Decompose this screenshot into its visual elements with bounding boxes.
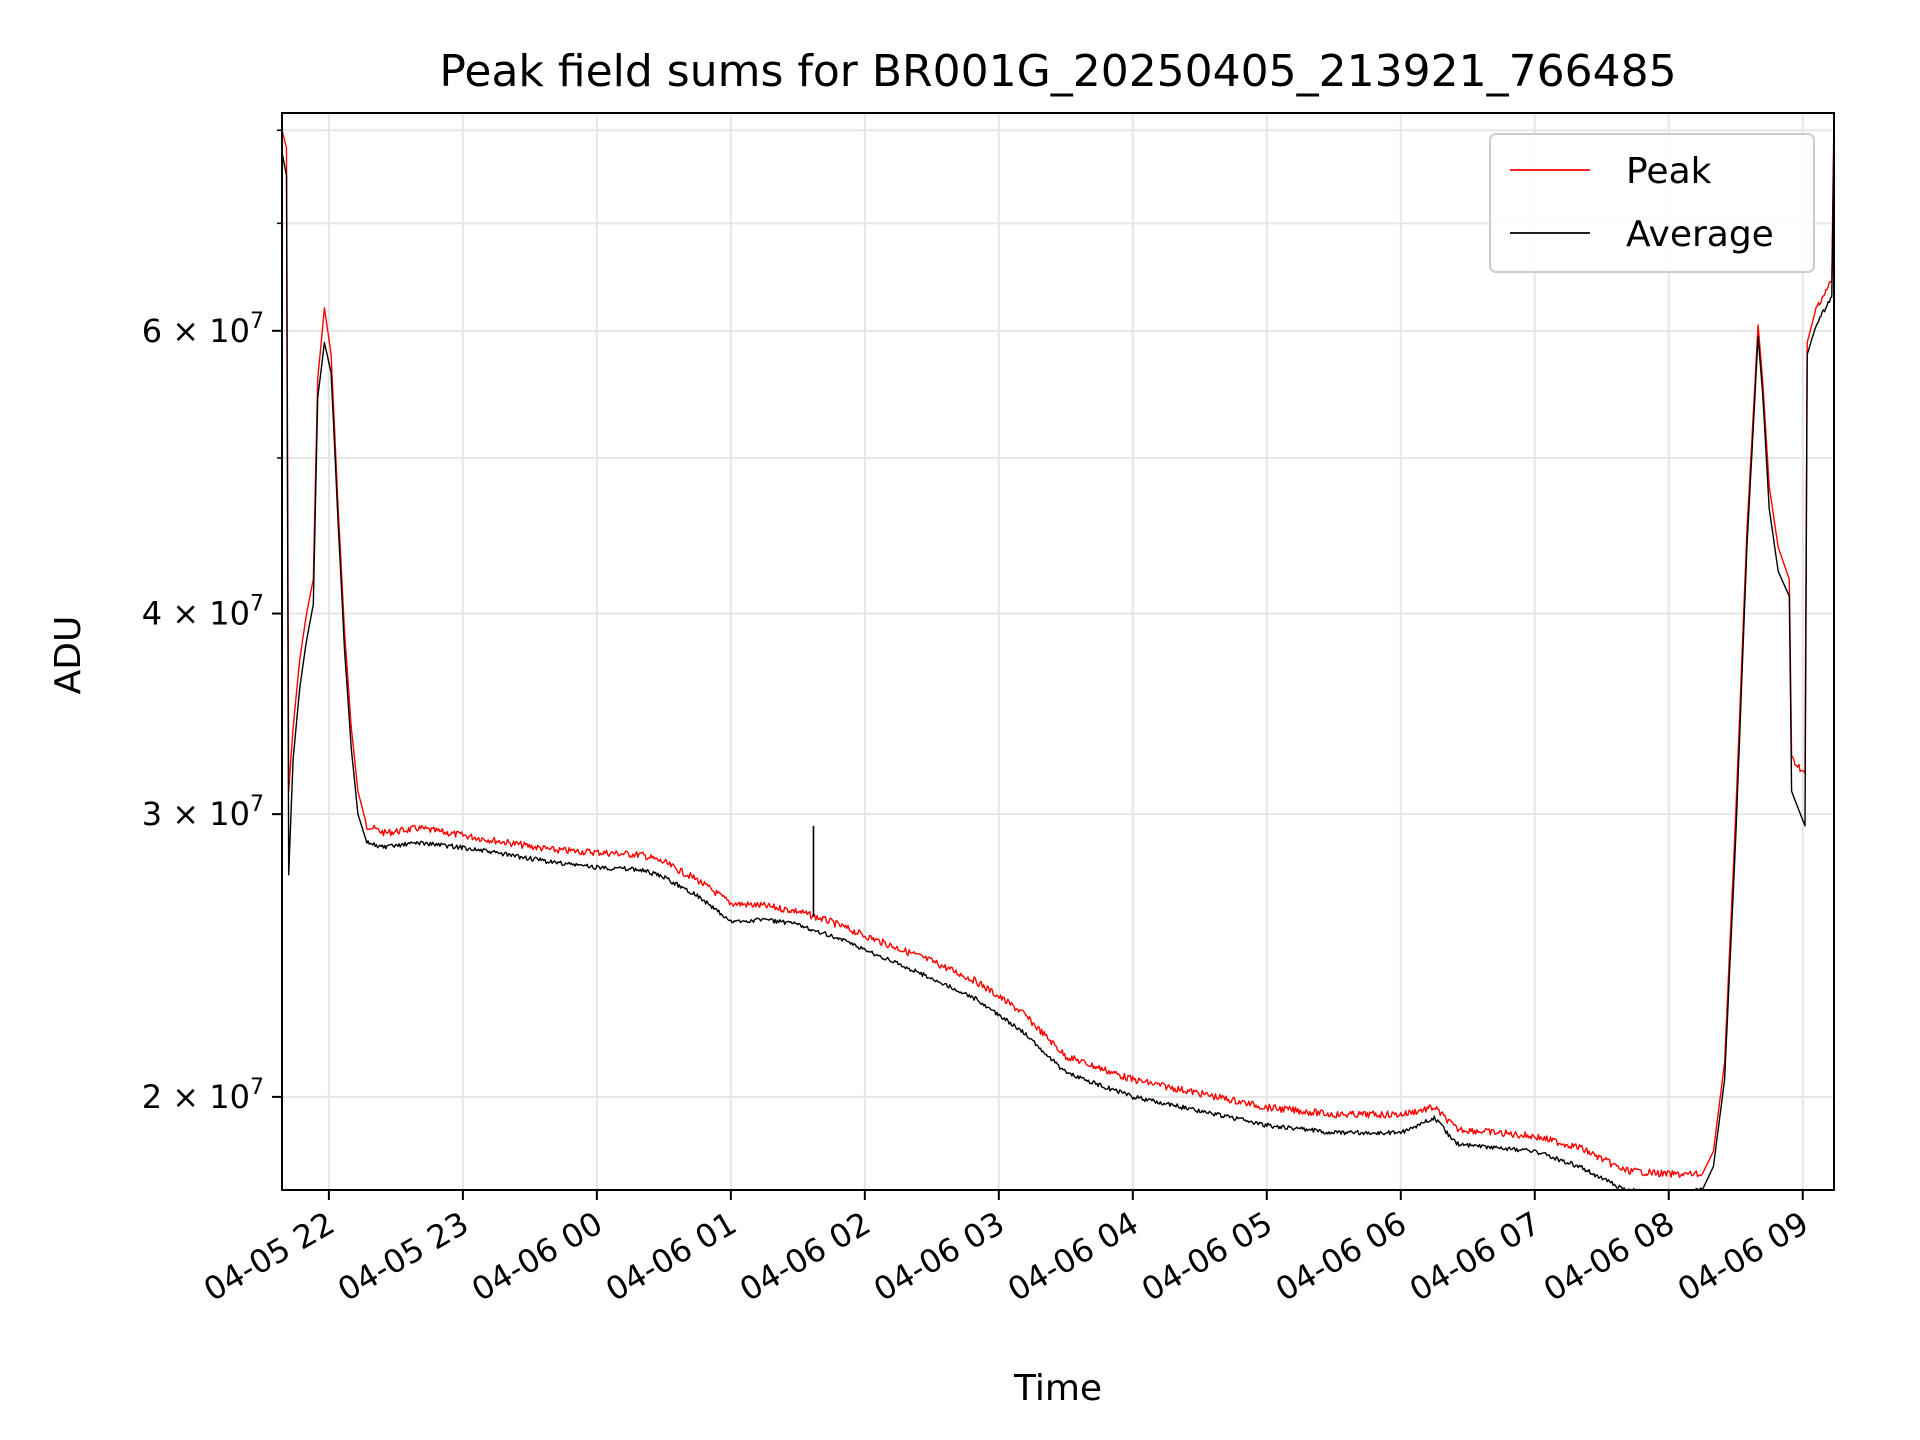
y-tick-times: × 10 (162, 312, 250, 350)
legend-label-average: Average (1626, 214, 1774, 255)
legend-label-peak: Peak (1626, 151, 1712, 192)
y-tick-mantissa: 3 (142, 795, 162, 833)
y-tick-label: 3 × 107 (142, 792, 264, 833)
series-line-peak (282, 113, 1834, 1178)
y-tick-times: × 10 (162, 595, 250, 633)
y-tick-exponent: 7 (250, 592, 264, 617)
x-axis-label: Time (1013, 1368, 1102, 1409)
y-tick-exponent: 7 (250, 792, 264, 817)
y-tick-label: 2 × 107 (142, 1075, 264, 1116)
y-tick-exponent: 7 (250, 1075, 264, 1100)
grid (282, 113, 1834, 1190)
y-tick-mantissa: 4 (142, 595, 162, 633)
y-axis-label: ADU (48, 616, 89, 695)
y-tick-label: 6 × 107 (142, 309, 264, 350)
y-tick-times: × 10 (162, 1078, 250, 1116)
y-tick-times: × 10 (162, 795, 250, 833)
legend: Peak Average (1489, 133, 1815, 273)
chart-title: Peak field sums for BR001G_20250405_2139… (439, 46, 1676, 97)
y-tick-exponent: 7 (250, 309, 264, 334)
y-tick-label: 4 × 107 (142, 592, 264, 633)
legend-box (1489, 133, 1815, 273)
series-line-average (282, 130, 1834, 1190)
plot-frame (281, 112, 1835, 1191)
y-tick-mantissa: 6 (142, 312, 162, 350)
series-layer (282, 113, 1834, 1190)
y-tick-mantissa: 2 (142, 1078, 162, 1116)
